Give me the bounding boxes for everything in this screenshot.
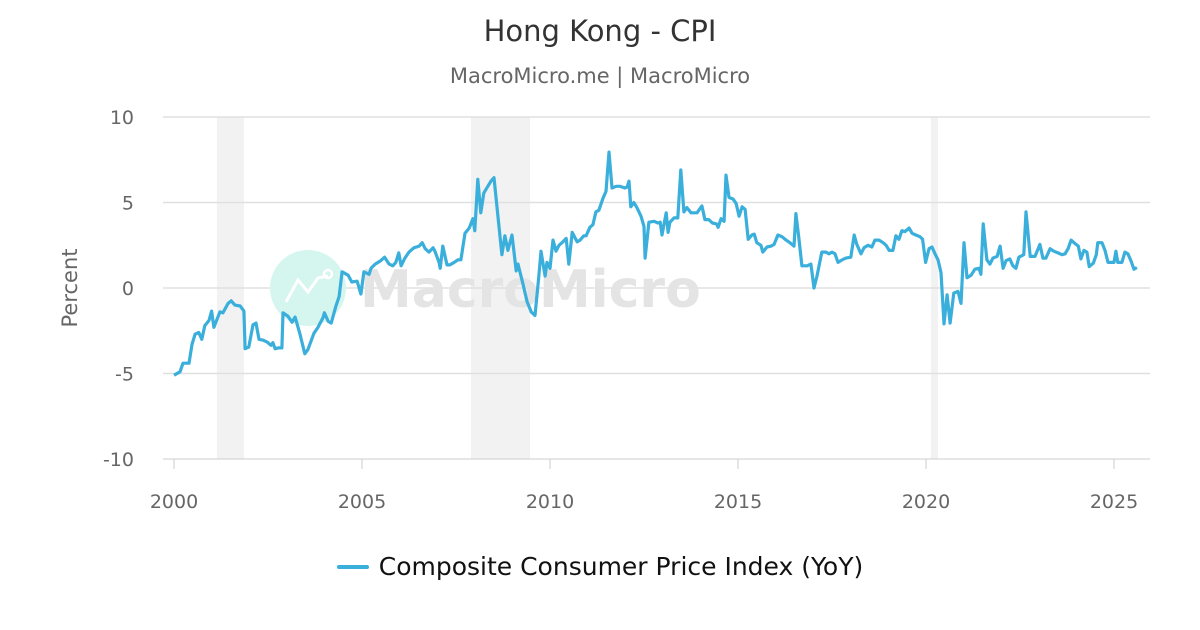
watermark-dot-icon [322, 268, 334, 280]
x-tick-label: 2005 [338, 491, 386, 513]
y-tick-label: 10 [110, 107, 134, 129]
x-tick-label: 2015 [714, 491, 762, 513]
legend[interactable]: Composite Consumer Price Index (YoY) [0, 552, 1200, 581]
y-tick-label: 5 [122, 193, 134, 215]
y-tick-label: -10 [103, 449, 134, 471]
watermark: MacroMicro [270, 250, 701, 326]
x-tick-label: 2025 [1090, 491, 1138, 513]
x-tick-label: 2010 [526, 491, 574, 513]
legend-swatch [336, 564, 369, 569]
x-tick-label: 2000 [150, 491, 198, 513]
x-tick-label: 2020 [902, 491, 950, 513]
chart-subtitle: MacroMicro.me | MacroMicro [449, 64, 751, 88]
y-axis-label: Percent [58, 248, 82, 327]
watermark-chart-icon [284, 274, 329, 303]
series-line-cpi-yoy [173, 150, 1138, 377]
chart-title: Hong Kong - CPI [483, 14, 717, 48]
y-tick-label: -5 [115, 364, 134, 386]
y-tick-label: 0 [122, 278, 134, 300]
legend-label: Composite Consumer Price Index (YoY) [378, 552, 864, 581]
